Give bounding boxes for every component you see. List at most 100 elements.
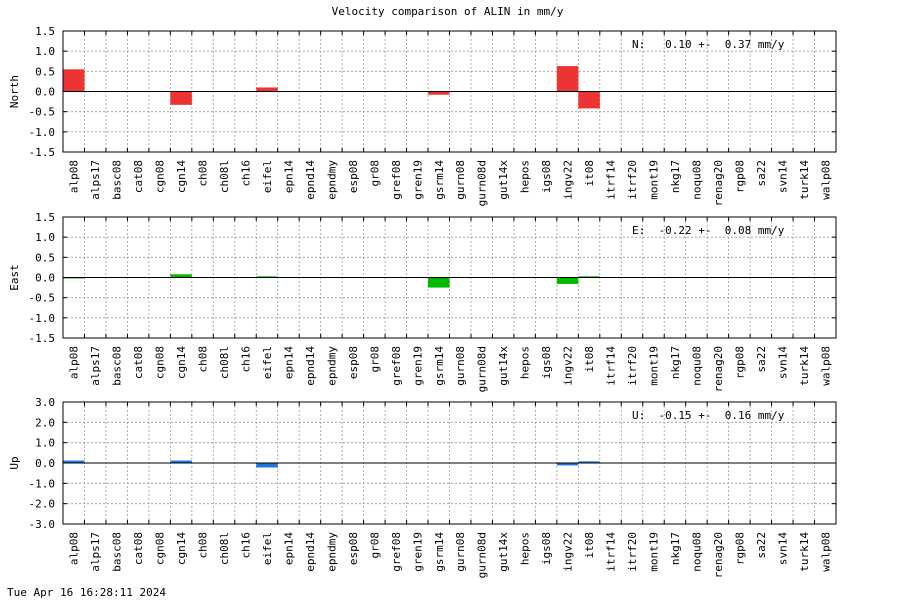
x-tick-label: svn14 [776,346,789,379]
x-tick-label: esp08 [347,346,360,379]
velocity-annotation: U: -0.15 +- 0.16 mm/y [632,409,785,422]
y-tick-label: 1.5 [35,211,55,224]
y-tick-label: 0.5 [35,65,55,78]
x-tick-label: epn14 [282,346,295,379]
bar-ingv22 [556,463,579,466]
x-tick-label: gut14x [497,346,510,386]
x-tick-label: gsrm14 [433,532,446,572]
y-tick-label: -1.5 [29,332,56,345]
x-tick-label: ch08l [218,160,231,193]
bar-it08 [578,276,600,278]
plot-frame [62,216,837,339]
x-tick-label: ch08 [197,346,210,373]
x-tick-label: epndmy [325,346,338,386]
y-tick-label: 0.5 [35,251,55,264]
x-tick-label: gurn08d [476,160,489,206]
x-tick-label: cgn14 [175,346,188,379]
x-tick-label: alps17 [89,532,102,572]
x-tick-label: epn14 [282,160,295,193]
x-tick-label: itrf14 [605,160,618,200]
timestamp: Tue Apr 16 16:28:11 2024 [7,586,166,599]
x-tick-label: itrf14 [605,532,618,572]
y-tick-label: 1.0 [35,437,55,450]
x-tick-label: turk14 [798,160,811,200]
x-tick-label: noqu08 [690,532,703,572]
y-tick-label: -2.0 [29,498,56,511]
x-tick-label: gurn08 [454,346,467,386]
y-tick-label: 0.0 [35,86,55,99]
x-tick-label: eifel [261,346,274,379]
x-tick-label: gut14x [497,532,510,572]
bar-eifel [256,463,278,468]
bar-eifel [256,276,278,278]
x-tick-label: mont19 [647,160,660,200]
x-tick-label: ingv22 [562,160,575,200]
x-tick-label: esp08 [347,160,360,193]
x-tick-label: noqu08 [690,160,703,200]
x-tick-label: igs08 [540,346,553,379]
x-tick-label: gsrm14 [433,346,446,386]
y-axis-label: East [8,264,21,291]
y-tick-label: -1.0 [29,312,56,325]
x-tick-label: cgn14 [175,160,188,193]
bar-ingv22 [556,66,579,92]
x-tick-label: ch08l [218,346,231,379]
y-tick-label: -3.0 [29,518,56,531]
x-tick-label: walp08 [819,160,832,200]
x-tick-label: gref08 [390,160,403,200]
plot-frame [62,401,837,525]
x-tick-label: svn14 [776,532,789,565]
x-tick-label: itrf14 [605,346,618,386]
x-tick-label: turk14 [798,346,811,386]
x-tick-label: gr08 [368,346,381,373]
x-tick-label: alps17 [89,346,102,386]
y-tick-label: -0.5 [29,106,56,119]
x-tick-label: cgn08 [154,160,167,193]
x-tick-label: epnd14 [304,346,317,386]
x-tick-label: walp08 [819,532,832,572]
x-tick-label: noqu08 [690,346,703,386]
bar-alp08 [63,69,85,92]
x-tick-label: ingv22 [562,346,575,386]
y-tick-label: -0.5 [29,292,56,305]
x-tick-label: ch16 [240,346,253,373]
bar-cgn14 [170,460,192,463]
y-tick-label: 0.0 [35,272,55,285]
x-tick-label: eifel [261,160,274,193]
x-tick-label: epndmy [325,532,338,572]
plot-frame [62,30,837,153]
bar-alp08 [63,460,85,463]
x-tick-label: epnd14 [304,532,317,572]
x-tick-label: mont19 [647,532,660,572]
x-tick-label: alp08 [68,532,81,565]
x-tick-label: epndmy [325,160,338,200]
x-tick-label: alp08 [68,346,81,379]
x-tick-label: it08 [583,160,596,187]
x-tick-label: alps17 [89,160,102,200]
x-tick-label: gurn08 [454,160,467,200]
x-tick-label: walp08 [819,346,832,386]
x-tick-label: itrf20 [626,160,639,200]
x-tick-label: gr08 [368,160,381,187]
y-tick-label: 1.5 [35,25,55,38]
x-tick-label: ch08 [197,160,210,187]
bar-cgn14 [170,274,192,278]
x-tick-label: eifel [261,532,274,565]
x-tick-label: gren19 [411,532,424,572]
x-tick-label: hepos [519,532,532,565]
x-tick-label: renag20 [712,160,725,206]
y-tick-label: 2.0 [35,416,55,429]
x-tick-label: it08 [583,532,596,559]
panel-north: -1.5 -1.0 -0.5 0.0 0.5 1.0 1.5 alp08 alps17 basc0… [8,25,837,206]
y-axis-label: Up [8,456,21,469]
velocity-annotation: E: -0.22 +- 0.08 mm/y [632,224,785,237]
x-tick-label: renag20 [712,346,725,392]
x-tick-label: epnd14 [304,160,317,200]
x-tick-label: alp08 [68,160,81,193]
bar-cgn14 [170,91,192,105]
bar-eifel [256,87,278,92]
x-tick-label: gren19 [411,346,424,386]
y-tick-label: -1.5 [29,146,56,159]
x-tick-label: ch16 [240,160,253,187]
